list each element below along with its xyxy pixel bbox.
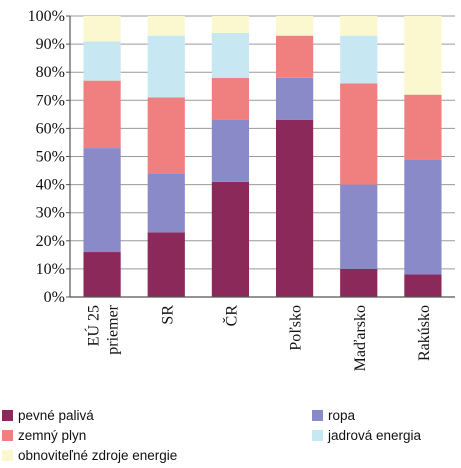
bar-segment-1-2 [147, 97, 185, 174]
axes [66, 15, 455, 298]
legend-item-ropa: ropa [312, 406, 355, 424]
bar-segment-4-3 [340, 35, 378, 84]
bar-segment-5-2 [404, 94, 442, 160]
bar-segment-1-4 [147, 16, 185, 36]
bar-segment-0-0 [83, 252, 121, 297]
bars [83, 16, 442, 297]
bar-segment-2-2 [211, 77, 250, 120]
bar-segment-3-0 [275, 119, 314, 297]
bar-segment-5-4 [404, 16, 442, 95]
legend-swatch-obnovitelne-zdroje [2, 449, 13, 461]
bar-segment-0-3 [83, 41, 121, 81]
legend-swatch-pevne-paliva [2, 409, 13, 421]
y-tick-label: 20% [36, 233, 65, 250]
bar-segment-4-0 [340, 268, 378, 297]
y-tick-label: 100% [28, 8, 65, 25]
bar-segment-4-2 [340, 83, 378, 185]
legend-label-obnovitelne-zdroje: obnoviteľné zdroje energie [18, 447, 178, 463]
bar-segment-5-0 [404, 274, 442, 297]
y-tick-label: 40% [36, 177, 65, 194]
bar-segment-1-1 [147, 173, 185, 233]
legend-label-pevne-paliva: pevné palivá [18, 407, 94, 423]
legend-swatch-zemny-plyn [2, 429, 13, 441]
bar-segment-4-4 [340, 16, 378, 36]
legend-swatch-jadrova-energia [312, 429, 323, 441]
legend-label-ropa: ropa [328, 407, 356, 423]
legend-item-pevne-paliva: pevné palivá [2, 406, 94, 424]
y-tick-label: 30% [36, 205, 65, 222]
bar-segment-3-4 [275, 16, 314, 36]
y-tick-label: 60% [36, 120, 65, 137]
legend-item-zemny-plyn: zemný plyn [2, 426, 86, 444]
legend-label-jadrova-energia: jadrová energia [328, 427, 422, 443]
bar-segment-2-1 [211, 119, 250, 182]
y-tick-label: 80% [36, 64, 65, 81]
bar-segment-2-0 [211, 181, 250, 297]
bar-segment-1-0 [147, 232, 185, 297]
x-tick-label: Maďarsko [352, 305, 369, 371]
legend-label-zemny-plyn: zemný plyn [18, 427, 87, 443]
y-tick-label: 0% [44, 289, 65, 306]
y-tick-label: 10% [36, 261, 65, 278]
x-axis-tick-labels: EÚ 25 priemer SR ČR Poľsko Maďarsko Rakúsko [84, 304, 433, 371]
y-tick-label: 50% [36, 149, 65, 166]
y-tick-label: 90% [36, 36, 65, 53]
bar-segment-3-1 [275, 77, 314, 120]
y-axis-tick-labels: 0% 10% 20% 30% 40% 50% 60% 70% 80% 90% 100% [28, 8, 65, 306]
x-tick-label: EÚ 25 [84, 305, 103, 346]
bar-segment-4-1 [340, 184, 378, 269]
gridlines [70, 15, 455, 270]
legend-swatch-ropa [312, 409, 323, 421]
x-tick-label: Rakúsko [416, 305, 433, 361]
x-tick-label: priemer [105, 304, 122, 354]
legend-item-obnovitelne-zdroje: obnoviteľné zdroje energie [2, 446, 177, 464]
x-tick-label: Poľsko [288, 305, 305, 351]
legend-item-jadrova-energia: jadrová energia [312, 426, 421, 444]
bar-segment-0-1 [83, 148, 121, 253]
bar-segment-1-3 [147, 35, 185, 98]
x-tick-label: SR [159, 305, 176, 325]
bar-segment-0-2 [83, 80, 121, 149]
bar-segment-0-4 [83, 16, 121, 42]
bar-segment-2-3 [211, 32, 250, 78]
legend: pevné palivá ropa zemný plyn jadrová ene… [0, 400, 461, 468]
bar-segment-3-2 [275, 35, 314, 78]
bar-segment-2-4 [211, 16, 250, 33]
y-tick-label: 70% [36, 92, 65, 109]
x-tick-label: ČR [221, 305, 240, 327]
bar-segment-5-1 [404, 159, 442, 275]
